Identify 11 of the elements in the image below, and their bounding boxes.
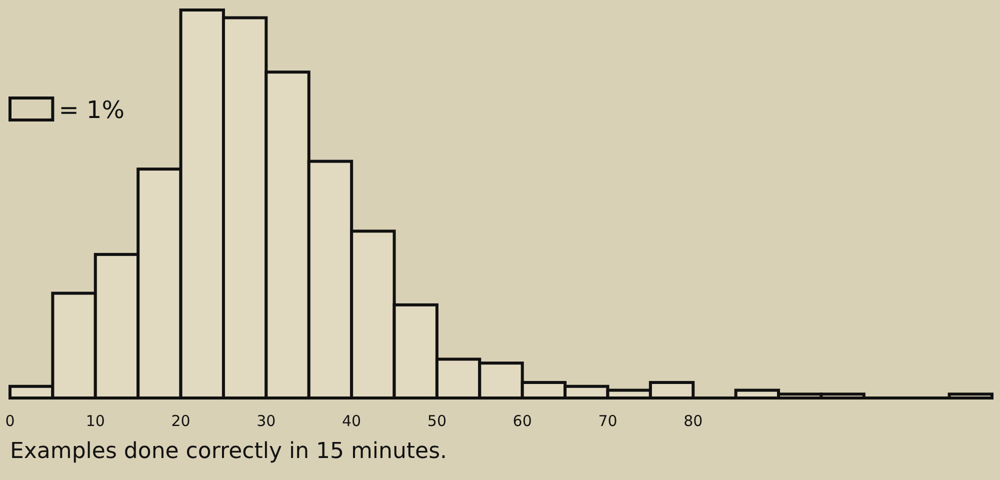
annotation: = 1%	[58, 96, 125, 124]
x-tick-label: 60	[512, 412, 532, 430]
x-tick-label: 80	[684, 412, 703, 430]
x-tick-label: 0	[5, 412, 15, 430]
x-tick-label: 30	[256, 412, 276, 430]
x-tick-label: 10	[86, 412, 105, 430]
x-tick-label: 40	[342, 412, 362, 430]
x-axis-title: Examples done correctly in 15 minutes.	[10, 439, 448, 464]
x-tick-label: 20	[171, 412, 190, 430]
x-tick-label: 50	[427, 412, 447, 430]
x-tick-label: 70	[598, 412, 618, 430]
